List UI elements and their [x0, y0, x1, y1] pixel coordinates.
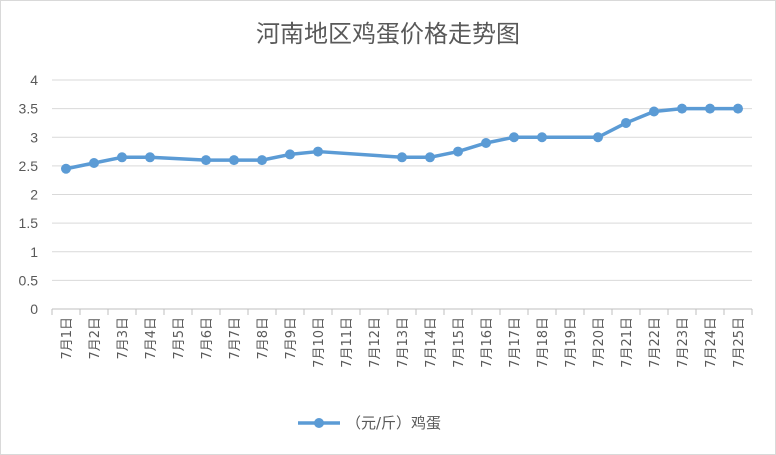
x-tick-label: 7月7日 [228, 317, 243, 360]
x-tick-label: 7月18日 [536, 317, 551, 368]
y-tick-label: 2 [30, 187, 38, 203]
legend-swatch-marker [314, 418, 324, 428]
y-tick-label: 4 [30, 72, 38, 88]
data-point [593, 132, 603, 143]
data-point [285, 149, 295, 160]
legend: （元/斤）鸡蛋 [298, 414, 441, 432]
data-point [453, 146, 463, 157]
y-tick-label: 0.5 [19, 272, 39, 288]
x-tick-label: 7月20日 [592, 317, 607, 368]
x-tick-label: 7月23日 [676, 317, 691, 368]
x-tick-label: 7月10日 [312, 317, 327, 368]
data-point [649, 106, 659, 117]
y-tick-label: 3 [30, 129, 38, 145]
x-tick-label: 7月13日 [396, 317, 411, 368]
x-tick-label: 7月11日 [340, 317, 355, 368]
data-point [257, 155, 267, 166]
data-point [509, 132, 519, 143]
data-point [145, 152, 155, 163]
x-tick-label: 7月16日 [480, 317, 495, 368]
x-tick-label: 7月24日 [704, 317, 719, 368]
x-tick-label: 7月22日 [648, 317, 663, 368]
data-point [229, 155, 239, 166]
data-point [89, 158, 99, 169]
data-point [733, 103, 743, 114]
gridlines [52, 79, 752, 281]
data-point [397, 152, 407, 163]
x-tick-label: 7月1日 [60, 317, 75, 360]
legend-label: （元/斤）鸡蛋 [346, 414, 441, 432]
x-axis-ticks: 7月1日 7月2日 7月3日 7月4日 7月5日 7月6日 7月7日 7月8日 7月9日 7月10… [60, 317, 747, 368]
x-tick-label: 7月15日 [452, 317, 467, 368]
x-tick-label: 7月19日 [564, 317, 579, 368]
y-tick-label: 1 [30, 244, 38, 260]
x-tick-label: 7月5日 [172, 317, 187, 360]
y-axis-ticks: 0 0.5 1 1.5 2 2.5 3 3.5 4 [19, 72, 39, 317]
data-point [61, 163, 71, 174]
x-tick-label: 7月3日 [116, 317, 131, 360]
y-tick-label: 2.5 [19, 158, 39, 174]
data-point [201, 155, 211, 166]
x-tick-label: 7月25日 [732, 317, 747, 368]
x-tick-label: 7月2日 [88, 317, 103, 360]
x-axis [51, 308, 753, 315]
data-point [621, 117, 631, 128]
data-point [677, 103, 687, 114]
y-tick-label: 0 [30, 301, 38, 317]
x-tick-label: 7月12日 [368, 317, 383, 368]
y-tick-label: 3.5 [19, 101, 39, 117]
data-point [313, 146, 323, 157]
x-tick-label: 7月17日 [508, 317, 523, 368]
chart-title: 河南地区鸡蛋价格走势图 [256, 20, 520, 48]
data-point [705, 103, 715, 114]
x-tick-label: 7月14日 [424, 317, 439, 368]
data-point [481, 137, 491, 148]
x-tick-label: 7月9日 [284, 317, 299, 360]
data-point [117, 152, 127, 163]
y-tick-label: 1.5 [19, 215, 39, 231]
series-layer [61, 103, 743, 174]
x-tick-label: 7月21日 [620, 317, 635, 368]
data-point [537, 132, 547, 143]
x-tick-label: 7月8日 [256, 317, 271, 360]
data-point [425, 152, 435, 163]
x-tick-label: 7月6日 [200, 317, 215, 360]
x-tick-label: 7月4日 [144, 317, 159, 360]
